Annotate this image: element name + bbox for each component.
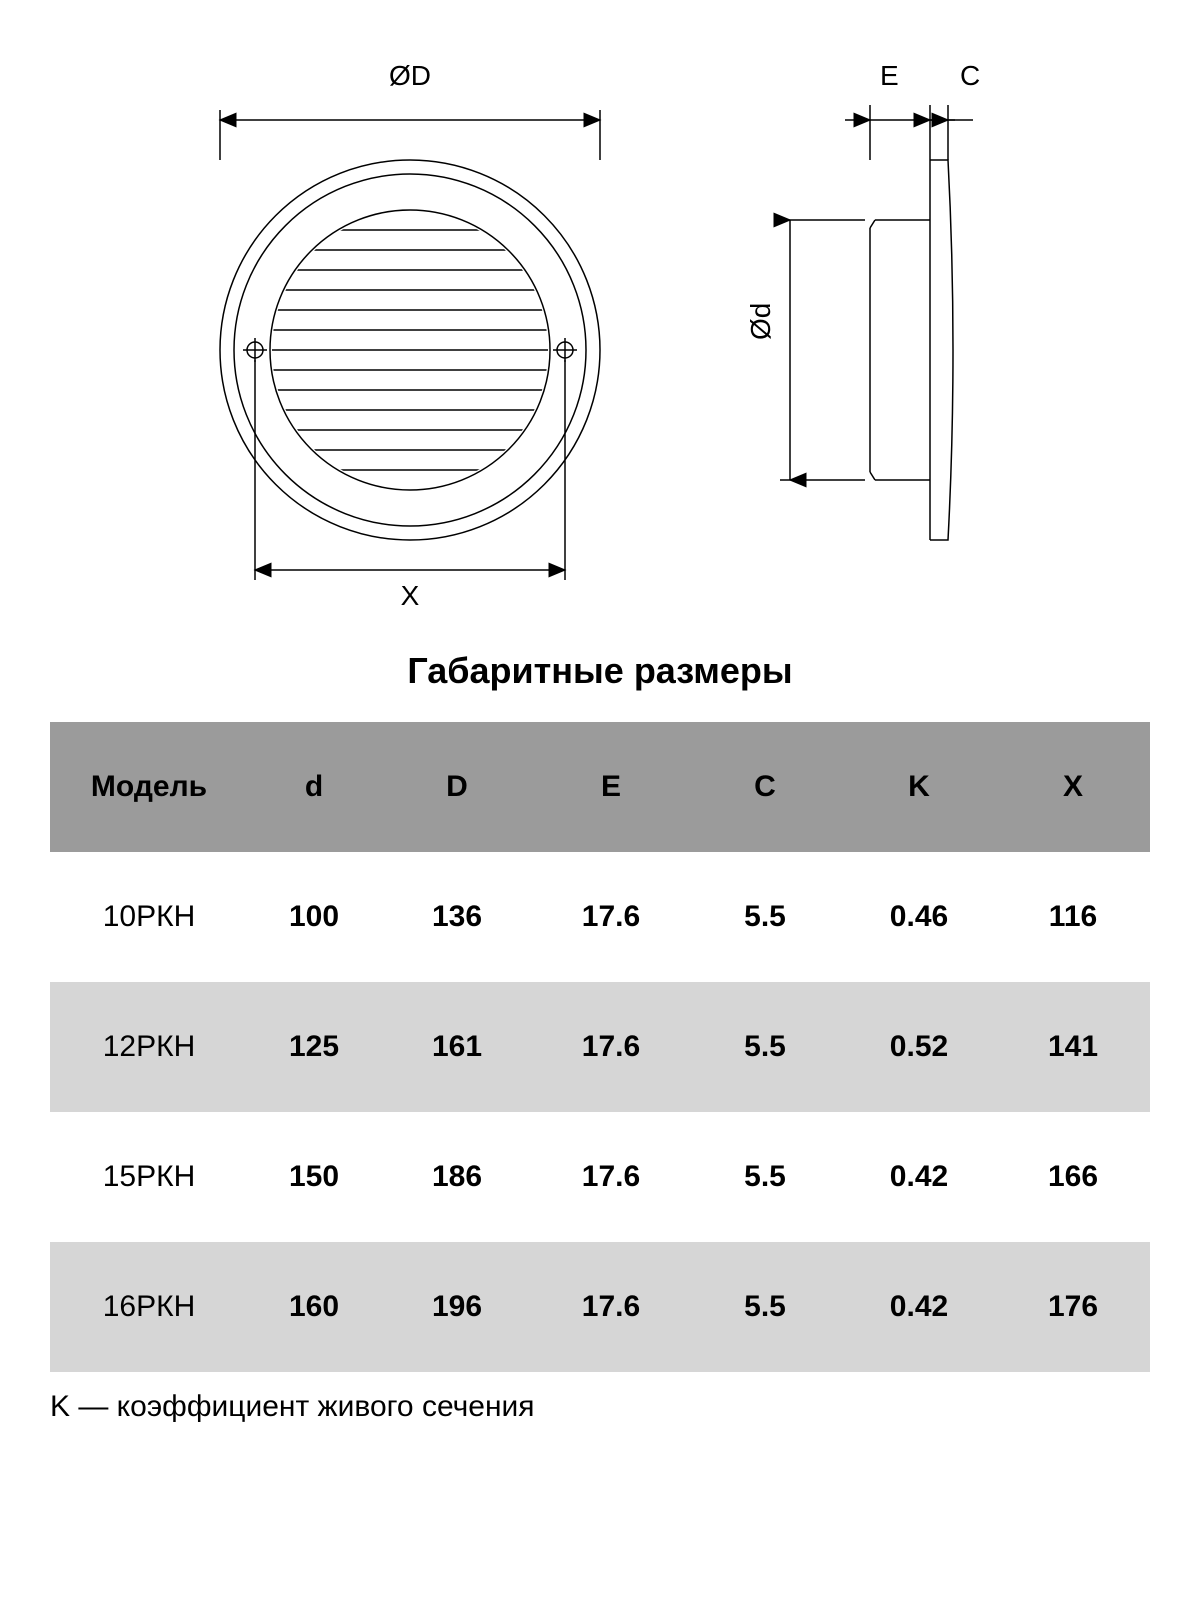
value-cell: 176 [996, 1242, 1150, 1372]
value-cell: 136 [380, 852, 534, 982]
value-cell: 0.42 [842, 1112, 996, 1242]
front-view-svg [170, 70, 650, 610]
value-cell: 125 [248, 982, 380, 1112]
value-cell: 100 [248, 852, 380, 982]
value-cell: 17.6 [534, 982, 688, 1112]
value-cell: 161 [380, 982, 534, 1112]
value-cell: 5.5 [688, 982, 842, 1112]
table-row: 16РКН16019617.65.50.42176 [50, 1242, 1150, 1372]
table-body: 10РКН10013617.65.50.4611612РКН12516117.6… [50, 852, 1150, 1372]
value-cell: 5.5 [688, 1242, 842, 1372]
value-cell: 141 [996, 982, 1150, 1112]
value-cell: 186 [380, 1112, 534, 1242]
table-title: Габаритные размеры [50, 650, 1150, 692]
value-cell: 150 [248, 1112, 380, 1242]
value-cell: 17.6 [534, 1112, 688, 1242]
value-cell: 160 [248, 1242, 380, 1372]
side-view-svg [730, 70, 1030, 610]
value-cell: 166 [996, 1112, 1150, 1242]
value-cell: 116 [996, 852, 1150, 982]
value-cell: 5.5 [688, 1112, 842, 1242]
table-col-header: E [534, 722, 688, 852]
value-cell: 0.52 [842, 982, 996, 1112]
value-cell: 0.42 [842, 1242, 996, 1372]
dimensions-table: МодельdDECKX 10РКН10013617.65.50.4611612… [50, 722, 1150, 1372]
value-cell: 0.46 [842, 852, 996, 982]
table-row: 15РКН15018617.65.50.42166 [50, 1112, 1150, 1242]
table-row: 12РКН12516117.65.50.52141 [50, 982, 1150, 1112]
table-row: 10РКН10013617.65.50.46116 [50, 852, 1150, 982]
table-col-header: D [380, 722, 534, 852]
value-cell: 17.6 [534, 852, 688, 982]
table-col-header: C [688, 722, 842, 852]
dim-label-D: ØD [389, 60, 431, 92]
side-view: E C Ød [730, 70, 1030, 610]
model-cell: 16РКН [50, 1242, 248, 1372]
front-view: ØD X [170, 70, 650, 610]
model-cell: 15РКН [50, 1112, 248, 1242]
table-col-header: d [248, 722, 380, 852]
value-cell: 17.6 [534, 1242, 688, 1372]
table-header: МодельdDECKX [50, 722, 1150, 852]
footnote: K — коэффициент живого сечения [50, 1390, 1150, 1424]
value-cell: 196 [380, 1242, 534, 1372]
dim-label-d: Ød [745, 303, 777, 340]
table-col-header: X [996, 722, 1150, 852]
model-cell: 10РКН [50, 852, 248, 982]
table-col-header: Модель [50, 722, 248, 852]
dim-label-C: C [960, 60, 980, 92]
technical-diagram: ØD X [50, 60, 1150, 620]
value-cell: 5.5 [688, 852, 842, 982]
model-cell: 12РКН [50, 982, 248, 1112]
dim-label-E: E [880, 60, 899, 92]
dim-label-X: X [401, 580, 420, 612]
table-col-header: K [842, 722, 996, 852]
